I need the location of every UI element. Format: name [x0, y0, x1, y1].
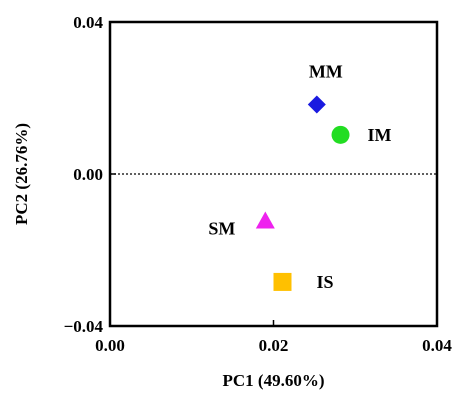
point-sm-marker: [255, 211, 275, 229]
point-mm-label: MM: [309, 61, 343, 81]
y-tick-label: 0.00: [73, 165, 103, 184]
point-sm-label: SM: [208, 219, 235, 239]
x-tick-label: 0.04: [422, 336, 452, 355]
point-im-label: IM: [368, 125, 392, 145]
y-tick-label: −0.04: [64, 317, 104, 336]
data-points: [255, 95, 350, 291]
x-tick-label: 0.02: [259, 336, 289, 355]
point-mm-marker: [307, 95, 326, 114]
point-is-marker: [273, 272, 292, 291]
data-point-labels: MM IM SM IS: [208, 61, 391, 291]
x-tick-label: 0.00: [95, 336, 125, 355]
point-im-marker: [331, 125, 350, 144]
point-is-label: IS: [316, 272, 333, 292]
axis-tick-labels: 0.00 0.02 0.04−0.040.000.04: [64, 13, 453, 355]
axis-ticks: [109, 21, 438, 327]
y-tick-label: 0.04: [73, 13, 103, 32]
y-axis-title: PC2 (26.76%): [12, 123, 31, 225]
x-axis-title: PC1 (49.60%): [223, 371, 325, 390]
